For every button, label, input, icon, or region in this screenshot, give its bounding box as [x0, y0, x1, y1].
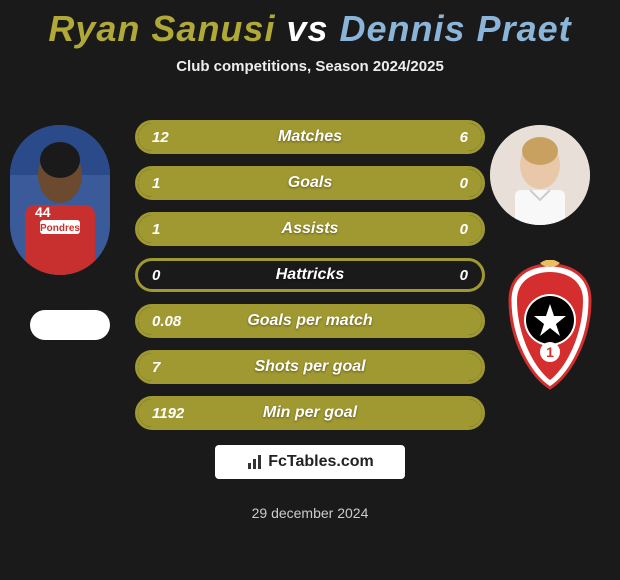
vs-text: vs [286, 8, 328, 49]
stat-label: Matches [138, 128, 482, 146]
stat-label: Assists [138, 220, 482, 238]
comparison-title: Ryan Sanusi vs Dennis Praet [0, 0, 620, 50]
stat-row: 1Assists0 [135, 212, 485, 246]
svg-text:Pondres: Pondres [40, 223, 80, 234]
stat-row: 1192Min per goal [135, 396, 485, 430]
branding-text: FcTables.com [268, 453, 374, 471]
stat-label: Goals [138, 174, 482, 192]
date-text: 29 december 2024 [0, 505, 620, 521]
stat-row: 0Hattricks0 [135, 258, 485, 292]
player2-name: Dennis Praet [340, 8, 572, 49]
stats-panel: 12Matches61Goals01Assists00Hattricks00.0… [135, 120, 485, 442]
subtitle: Club competitions, Season 2024/2025 [0, 58, 620, 75]
stat-row: 0.08Goals per match [135, 304, 485, 338]
stat-row: 12Matches6 [135, 120, 485, 154]
stat-label: Goals per match [138, 312, 482, 330]
stat-label: Shots per goal [138, 358, 482, 376]
crest-number: 1 [546, 344, 554, 360]
svg-text:44: 44 [35, 204, 51, 220]
player1-club-badge [30, 310, 110, 340]
player2-club-crest: 1 [500, 260, 600, 390]
stat-row: 1Goals0 [135, 166, 485, 200]
chart-icon [246, 453, 264, 471]
player1-photo: Pondres 44 [10, 125, 110, 275]
stat-value-right: 6 [460, 129, 468, 146]
player2-photo [490, 125, 590, 225]
stat-label: Min per goal [138, 404, 482, 422]
stat-label: Hattricks [138, 266, 482, 284]
stat-value-right: 0 [460, 221, 468, 238]
stat-row: 7Shots per goal [135, 350, 485, 384]
stat-value-right: 0 [460, 175, 468, 192]
branding-badge[interactable]: FcTables.com [215, 445, 405, 479]
stat-value-right: 0 [460, 267, 468, 284]
player1-name: Ryan Sanusi [48, 8, 275, 49]
